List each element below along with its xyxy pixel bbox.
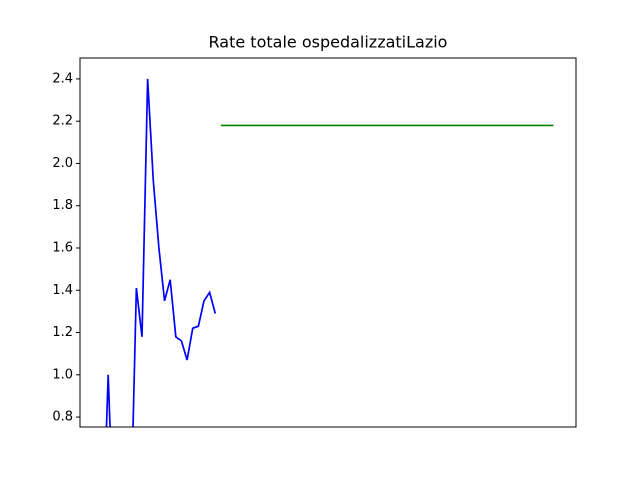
line-series [105, 78, 217, 427]
plot-area [105, 78, 554, 427]
y-tick-label: 1.0 [52, 367, 73, 382]
y-tick-label: 1.6 [52, 240, 73, 255]
chart-title: Rate totale ospedalizzatiLazio [209, 33, 448, 52]
y-tick-label: 1.4 [52, 283, 73, 298]
y-tick-label: 2.0 [52, 156, 73, 171]
y-tick-label: 0.8 [52, 410, 73, 425]
axes-frame [79, 57, 577, 428]
y-tick-label: 2.2 [52, 114, 73, 129]
y-tick-label: 1.2 [52, 325, 73, 340]
y-tick-label: 2.4 [52, 71, 73, 86]
y-tick-label: 1.8 [52, 198, 73, 213]
